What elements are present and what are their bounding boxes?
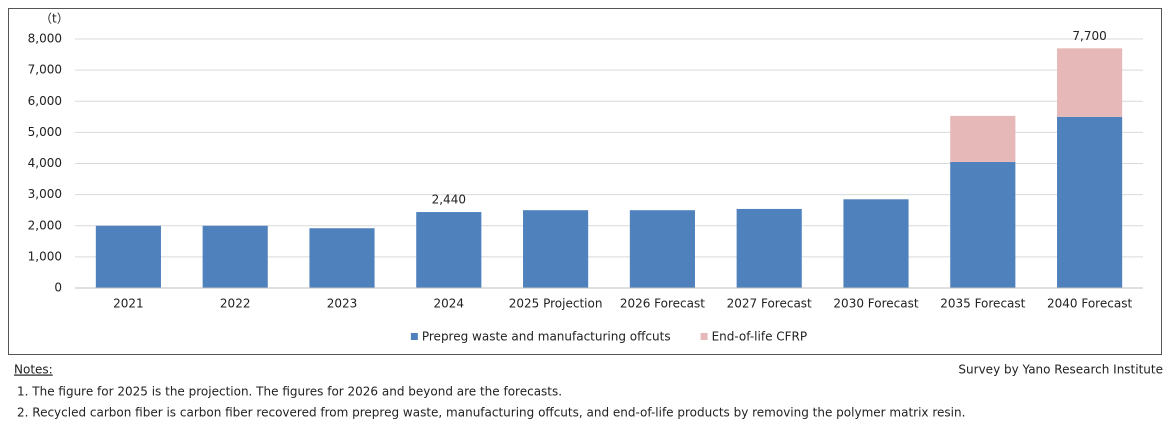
y-tick-label: 8,000	[28, 32, 62, 46]
y-tick-label: 1,000	[28, 249, 62, 263]
bar-segment	[950, 115, 1016, 162]
y-tick-label: 7,000	[28, 63, 62, 77]
legend-label: Prepreg waste and manufacturing offcuts	[422, 330, 671, 344]
x-tick-label: 2030 Forecast	[833, 297, 918, 311]
bar-segment	[736, 208, 802, 288]
x-tick-label: 2035 Forecast	[940, 297, 1025, 311]
notes-heading: Notes:	[14, 363, 53, 377]
bar-segment	[309, 228, 375, 288]
note: 1. The figure for 2025 is the projection…	[17, 385, 562, 399]
bar-segment	[1057, 116, 1123, 288]
x-tick-label: 2024	[434, 297, 465, 311]
bar-segment	[202, 225, 268, 288]
y-tick-label: 2,000	[28, 218, 62, 232]
note: 2. Recycled carbon fiber is carbon fiber…	[17, 406, 965, 420]
y-tick-label: 0	[54, 281, 62, 295]
bar-segment	[950, 161, 1016, 288]
bar-segment	[1057, 48, 1123, 117]
x-tick-label: 2025 Projection	[509, 297, 603, 311]
y-tick-label: 6,000	[28, 94, 62, 108]
y-tick-label: 3,000	[28, 187, 62, 201]
bar-segment	[95, 225, 161, 288]
y-axis-label: （t）	[40, 12, 69, 26]
x-tick-label: 2026 Forecast	[620, 297, 705, 311]
bar-segment	[523, 210, 589, 288]
x-tick-label: 2021	[113, 297, 144, 311]
y-tick-label: 4,000	[28, 156, 62, 170]
total-label: 2,440	[432, 193, 466, 207]
total-label: 7,700	[1072, 29, 1106, 43]
x-tick-label: 2023	[327, 297, 358, 311]
legend-label: End-of-life CFRP	[712, 330, 808, 344]
y-tick-label: 5,000	[28, 125, 62, 139]
x-tick-label: 2022	[220, 297, 251, 311]
x-tick-label: 2027 Forecast	[727, 297, 812, 311]
bar-segment	[416, 212, 482, 288]
x-tick-label: 2040 Forecast	[1047, 297, 1132, 311]
bar-segment	[629, 210, 695, 288]
legend-swatch	[700, 333, 708, 340]
legend-swatch	[410, 333, 418, 340]
bar-segment	[843, 199, 909, 288]
source: Survey by Yano Research Institute	[958, 363, 1163, 377]
